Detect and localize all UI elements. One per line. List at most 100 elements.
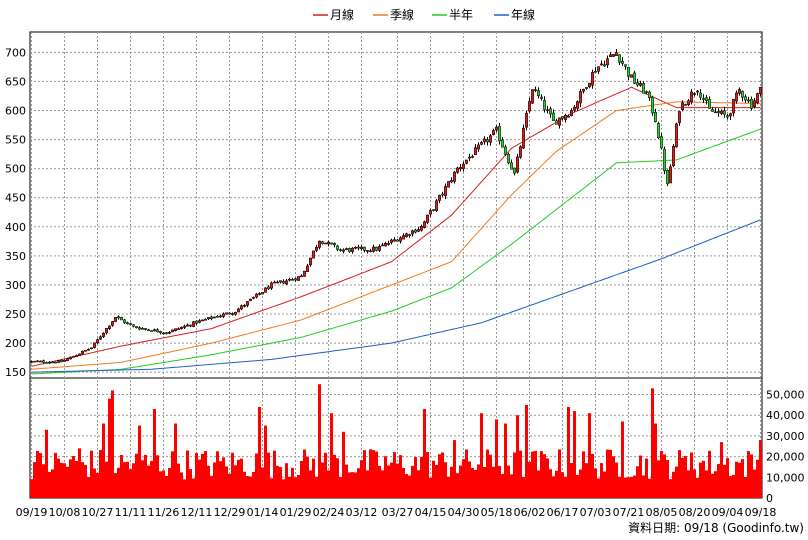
candle-body [174,328,177,331]
candle-body [375,246,378,251]
volume-bar [168,467,171,498]
volume-bar [699,462,702,498]
volume-bar [696,477,699,498]
volume-bar [192,478,195,498]
volume-tick-label: 30,000 [766,430,805,443]
volume-bar [393,452,396,498]
candle-body [426,214,429,223]
volume-bar [405,473,408,498]
candle-body [525,112,528,128]
volume-bar [726,458,729,498]
volume-bar [669,479,672,498]
candle-body [573,107,576,111]
volume-bar [243,471,246,498]
candle-body [516,156,519,173]
volume-bar [558,449,561,498]
price-tick-label: 400 [5,221,26,234]
candle-body [480,142,483,145]
legend-item-quarterly[interactable]: 季線 [373,7,414,22]
volume-bar [753,469,756,498]
volume-bar [486,449,489,498]
volume-bar [312,458,315,498]
candle-body [333,243,336,246]
volume-bar [315,476,318,498]
candle-body [327,241,330,245]
candle-body [195,320,198,324]
volume-bar [549,469,552,498]
candle-body [291,279,294,281]
candle-body [648,91,651,98]
date-tick-label: 07/03 [580,506,612,519]
candle-body [531,89,534,104]
candle-body [393,239,396,242]
volume-bar [63,463,66,498]
volume-bar [708,450,711,498]
candle-body [111,321,114,326]
candle-body [336,245,339,250]
candle-body [564,115,567,120]
legend-item-yearly[interactable]: 年線 [494,7,535,22]
volume-bar [162,470,165,498]
candle-body [381,244,384,247]
candle-body [237,308,240,313]
candlesticks [30,49,762,364]
volume-bar [363,450,366,498]
candle-body [513,167,516,174]
volume-bar [540,451,543,498]
volume-bar [123,462,126,498]
volume-bar [303,449,306,498]
candle-body [660,136,663,149]
candle-body [606,58,609,66]
candle-body [234,311,237,315]
volume-bar [723,464,726,498]
candle-body [192,321,195,327]
volume-bar [327,470,330,498]
volume-bar [498,465,501,498]
volume-bar [285,463,288,498]
candle-body [360,246,363,250]
volume-bar [246,476,249,498]
candle-body [504,146,507,155]
candle-body [489,135,492,143]
candle-body [390,239,393,243]
candle-body [735,92,738,102]
date-tick-label: 11/11 [115,506,147,519]
volume-bar [489,454,492,498]
candle-body [747,99,750,102]
volume-bar [444,462,447,498]
candle-body [207,317,210,320]
candle-body [738,89,741,94]
candle-body [684,104,687,106]
volume-bar [291,467,294,498]
candle-body [78,353,81,356]
volume-bar [600,463,603,498]
date-tick-label: 12/11 [181,506,213,519]
candle-body [84,350,87,352]
candle-body [219,315,222,318]
volume-bar [480,413,483,498]
legend-item-halfyear[interactable]: 半年 [432,8,473,22]
candle-body [429,210,432,215]
ma-yearly-line [31,219,761,373]
candle-body [495,126,498,131]
volume-bar [201,453,204,498]
candle-body [273,281,276,284]
volume-bar [138,425,141,498]
candle-body [144,328,147,330]
candle-body [138,327,141,330]
legend-item-monthly[interactable]: 月線 [313,7,354,22]
volume-bar [504,423,507,498]
date-tick-label: 08/05 [646,506,678,519]
volume-bar [222,457,225,498]
volume-bar [99,450,102,498]
candle-body [417,229,420,232]
volume-bar [630,476,633,498]
volume-bar [663,454,666,498]
volume-bar [564,476,567,498]
volume-bar [264,425,267,498]
candle-body [36,360,39,363]
candle-body [387,243,390,245]
candle-body [33,360,36,363]
candle-body [609,54,612,58]
volume-bar [417,470,420,498]
